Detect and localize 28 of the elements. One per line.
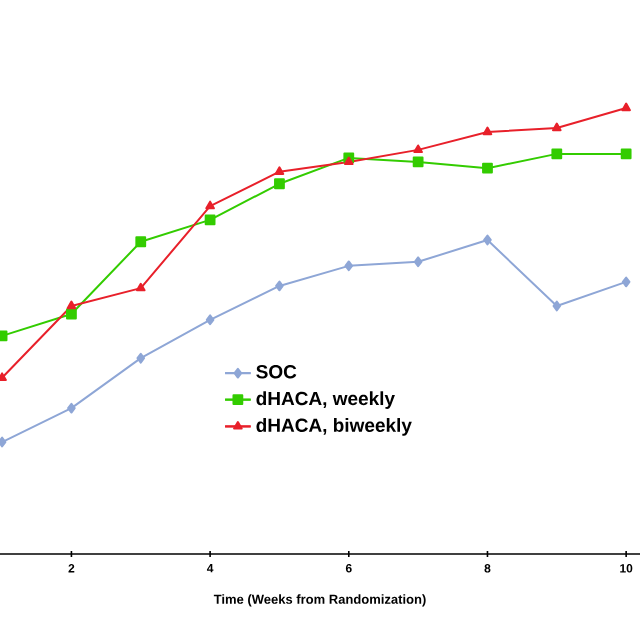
- point: [621, 102, 631, 112]
- point: [205, 314, 215, 326]
- point: [482, 126, 493, 136]
- point: [551, 148, 563, 160]
- point: [620, 148, 632, 160]
- legend-label: dHACA, biweekly: [256, 418, 412, 436]
- point: [205, 200, 215, 210]
- legend-label: SOC: [256, 365, 297, 379]
- point: [135, 282, 146, 292]
- point: [67, 402, 76, 414]
- point: [275, 280, 284, 292]
- point: [66, 308, 77, 320]
- point: [482, 162, 493, 174]
- point: [274, 166, 285, 175]
- point: [621, 276, 631, 288]
- point: [274, 178, 285, 190]
- legend-label: dHACA, weekly: [256, 391, 395, 409]
- point: [552, 122, 562, 132]
- point: [552, 300, 562, 312]
- point: [136, 352, 146, 364]
- point: [344, 260, 354, 272]
- point: [413, 144, 423, 154]
- point: [66, 300, 77, 310]
- point: [204, 214, 216, 226]
- point: [413, 256, 423, 268]
- point: [483, 234, 492, 246]
- point: [412, 156, 424, 168]
- point: [135, 236, 147, 248]
